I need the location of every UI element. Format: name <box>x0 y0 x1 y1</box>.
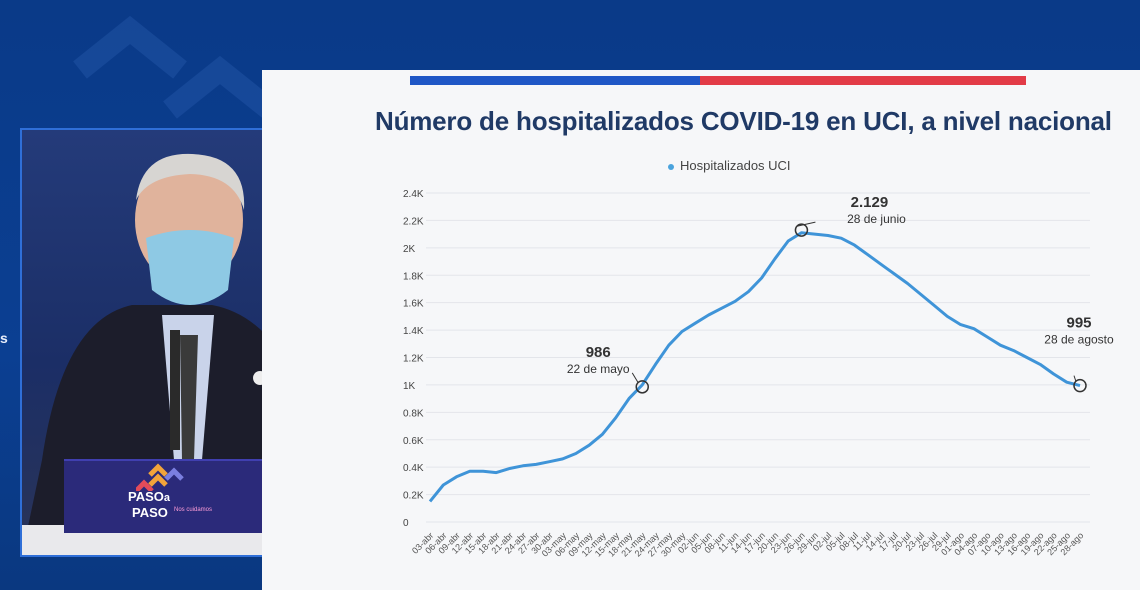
chart-grid <box>426 192 1090 523</box>
y-axis-ticks: 0 0.2K 0.4K 0.6K 0.8K 1K 1.2K 1.4K 1.6K 1.8K 2K 2.2… <box>403 189 424 529</box>
line-chart: 0 0.2K 0.4K 0.6K 0.8K 1K 1.2K 1.4K 1.6K 1.8K 2K 2.2… <box>403 189 1114 559</box>
chart-title: Número de hospitalizados COVID-19 en UCI… <box>375 106 1112 136</box>
annotation-date: 28 de agosto <box>1044 333 1114 347</box>
chart-legend: Hospitalizados UCI <box>668 158 791 173</box>
paso-a-paso-logo: PASOa PASO Nos cuidamos <box>128 463 248 529</box>
annotation-date: 22 de mayo <box>567 362 630 376</box>
paso-chevrons-icon <box>136 463 184 491</box>
annotation-leader <box>631 372 639 384</box>
y-tick-label: 0.8K <box>403 408 424 419</box>
podium-paso-line2: PASO <box>132 505 168 520</box>
annotation-value: 2.129 <box>851 194 889 211</box>
legend-dot-icon <box>668 163 674 170</box>
y-tick-label: 1K <box>403 381 416 392</box>
podium: PASOa PASO Nos cuidamos <box>64 459 278 533</box>
annotation-value: 995 <box>1066 315 1091 332</box>
y-tick-label: 0.6K <box>403 436 424 447</box>
y-tick-label: 0.2K <box>403 491 424 502</box>
annotation-date: 28 de junio <box>847 212 906 226</box>
y-tick-label: 1.6K <box>403 299 424 310</box>
legend-label: Hospitalizados UCI <box>680 158 791 173</box>
y-tick-label: 1.4K <box>403 326 424 337</box>
slide-red-bar <box>700 76 1026 85</box>
y-tick-label: 2.4K <box>403 189 424 200</box>
y-tick-label: 1.8K <box>403 271 424 282</box>
podium-paso-text: PASO <box>128 489 164 504</box>
y-tick-label: 2.2K <box>403 216 424 227</box>
presentation-slide: Número de hospitalizados COVID-19 en UCI… <box>262 70 1140 590</box>
series-line-hospitalizados-uci <box>428 231 1081 503</box>
left-edge-text: s <box>0 330 8 346</box>
y-tick-label: 1.2K <box>403 354 424 365</box>
annotation-marker <box>635 380 649 394</box>
x-axis-ticks: 03-abr06-abr09-abr12-abr15-abr18-abr21-a… <box>410 530 1085 559</box>
annotation-marker <box>1073 378 1087 393</box>
slide-blue-bar <box>410 76 700 85</box>
podium-a-text: a <box>163 492 171 504</box>
y-tick-label: 2K <box>403 244 416 255</box>
podium-paso-line1: PASOa <box>128 489 170 504</box>
y-tick-label: 0 <box>403 518 409 529</box>
y-tick-label: 0.4K <box>403 463 424 474</box>
annotation-value: 986 <box>586 344 611 361</box>
annotation-marker <box>794 223 809 237</box>
annotation-leader <box>797 221 816 227</box>
background-chevron-logo <box>73 15 277 119</box>
podium-tagline: Nos cuidamos <box>174 507 213 513</box>
